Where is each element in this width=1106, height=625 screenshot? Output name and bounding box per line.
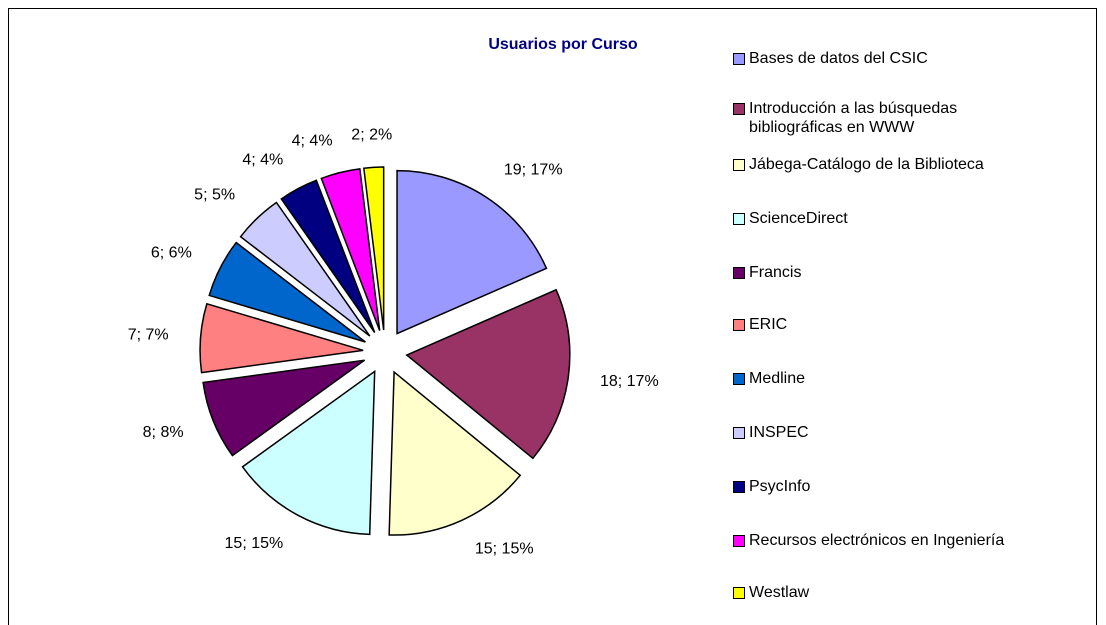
pie-slice [239, 201, 371, 337]
legend-swatch [733, 159, 745, 171]
legend-item: Recursos electrónicos en Ingeniería [733, 531, 1004, 550]
pie-slice [396, 169, 548, 335]
legend-label: Medline [749, 370, 806, 387]
legend-label: INSPEC [749, 424, 809, 441]
pie-slice [241, 369, 376, 536]
data-label: 19; 17% [504, 162, 563, 179]
legend-swatch [733, 103, 745, 115]
data-label: 2; 2% [351, 127, 392, 144]
legend-item: ERIC [733, 315, 787, 334]
legend-item: Jábega-Catálogo de la Biblioteca [733, 155, 984, 174]
chart-title: Usuarios por Curso [488, 36, 638, 53]
data-label: 7; 7% [128, 327, 169, 344]
legend-label: Francis [749, 264, 802, 281]
pie-slice [208, 241, 366, 343]
legend-label: ERIC [749, 316, 788, 333]
legend-item: PsycInfo [733, 477, 810, 496]
legend-swatch [733, 373, 745, 385]
legend-label: Jábega-Catálogo de la Biblioteca [749, 156, 984, 173]
legend-item: Introducción a las búsquedas bibliográfi… [733, 99, 989, 137]
pie-slice [280, 179, 376, 333]
data-label: 8; 8% [143, 424, 184, 441]
data-label: 15; 15% [225, 535, 284, 552]
pie-slice [320, 168, 381, 331]
data-label: 4; 4% [292, 133, 333, 150]
legend-item: INSPEC [733, 423, 809, 442]
data-label: 18; 17% [600, 373, 659, 390]
pie-slice [405, 288, 571, 460]
data-label: 4; 4% [242, 152, 283, 169]
legend-swatch [733, 213, 745, 225]
legend-swatch [733, 587, 745, 599]
pie-slice [362, 166, 385, 331]
legend-swatch [733, 427, 745, 439]
legend-label: Recursos electrónicos en Ingeniería [749, 532, 1005, 549]
legend-label: Westlaw [749, 584, 810, 601]
legend-item: Westlaw [733, 583, 809, 602]
legend-item: Bases de datos del CSIC [733, 49, 928, 68]
legend-swatch [733, 481, 745, 493]
legend-item: Francis [733, 263, 801, 282]
legend-swatch [733, 53, 745, 65]
legend-label: Introducción a las búsquedas bibliográfi… [749, 100, 958, 136]
legend-label: PsycInfo [749, 478, 811, 495]
data-label: 5; 5% [194, 186, 235, 203]
data-label: 15; 15% [475, 541, 534, 558]
data-label: 6; 6% [151, 244, 192, 261]
legend-swatch [733, 267, 745, 279]
legend-swatch [733, 535, 745, 547]
legend-item: ScienceDirect [733, 209, 848, 228]
pie-slice [388, 370, 522, 536]
pie-slice [199, 302, 364, 374]
legend-label: Bases de datos del CSIC [749, 50, 928, 67]
pie-slice [202, 359, 366, 457]
legend-label: ScienceDirect [749, 210, 848, 227]
legend-item: Medline [733, 369, 805, 388]
legend-swatch [733, 319, 745, 331]
